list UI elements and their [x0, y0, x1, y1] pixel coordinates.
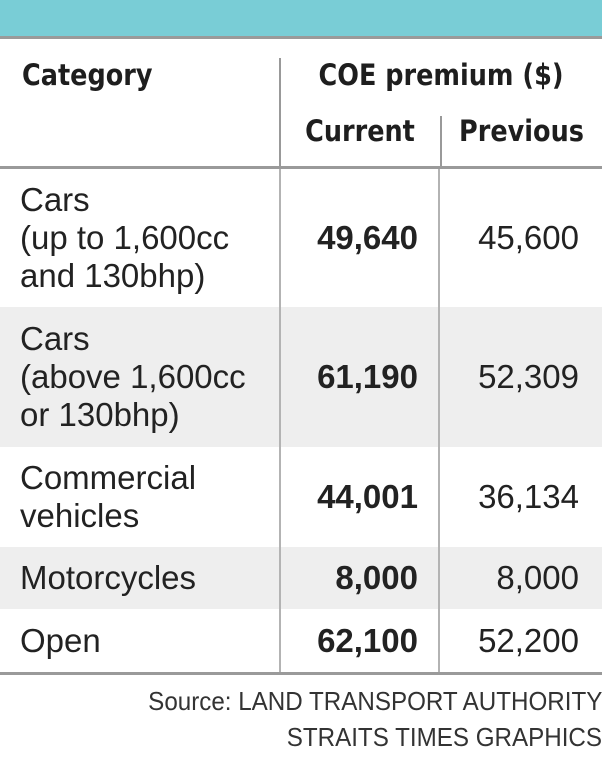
cell-current-premium: 8,000 [279, 547, 440, 609]
cell-previous-premium: 36,134 [478, 478, 579, 515]
graphics-credit: STRAITS TIMES GRAPHICS [286, 722, 602, 752]
column-header-previous: Previous [459, 114, 584, 148]
cell-current-premium: 62,100 [279, 609, 440, 672]
accent-bar [0, 0, 602, 36]
cell-category: Commercial vehicles [20, 459, 197, 534]
column-group-header-coe-premium: COE premium ($) [318, 58, 564, 92]
column-header-current: Current [305, 114, 415, 148]
table-row: Cars (above 1,600cc or 130bhp) 61,190 52… [0, 307, 602, 447]
cell-previous-premium: 52,309 [478, 358, 579, 395]
table-bottom-rule [0, 672, 602, 675]
source-credit: Source: LAND TRANSPORT AUTHORITY [147, 686, 602, 716]
cell-current-premium: 44,001 [279, 447, 440, 547]
cell-previous-premium: 52,200 [478, 621, 579, 659]
table-body: Cars (up to 1,600cc and 130bhp) 49,640 4… [0, 169, 602, 672]
cell-current-premium: 61,190 [279, 307, 440, 447]
table-top-rule [0, 36, 602, 39]
table-row: Commercial vehicles 44,001 36,134 [0, 447, 602, 547]
header-divider-category [279, 58, 281, 168]
column-header-category: Category [22, 58, 153, 92]
header-bottom-rule [0, 166, 602, 169]
cell-category: Open [20, 621, 101, 659]
cell-previous-premium: 45,600 [478, 219, 579, 256]
table-row: Motorcycles 8,000 8,000 [0, 547, 602, 609]
cell-category: Cars (above 1,600cc or 130bhp) [20, 320, 246, 433]
cell-previous-premium: 8,000 [496, 559, 579, 596]
cell-category: Motorcycles [20, 559, 197, 596]
cell-current-premium: 49,640 [279, 169, 440, 307]
cell-category: Cars (up to 1,600cc and 130bhp) [20, 181, 230, 294]
table-row: Open 62,100 52,200 [0, 609, 602, 672]
header-divider-current-previous [440, 116, 442, 168]
table-row: Cars (up to 1,600cc and 130bhp) 49,640 4… [0, 169, 602, 307]
